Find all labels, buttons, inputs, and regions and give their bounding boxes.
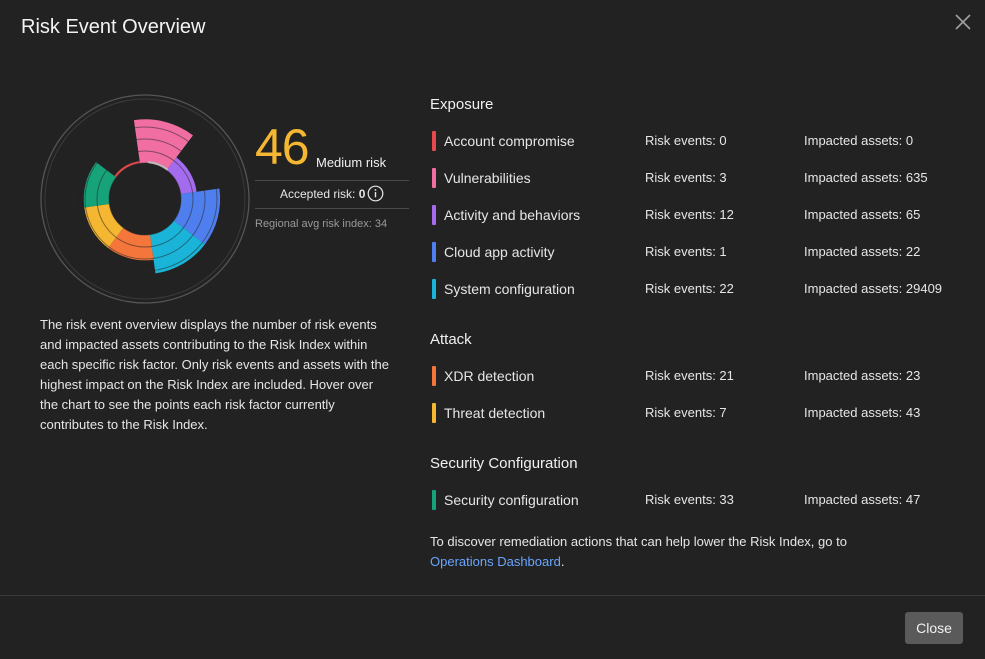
- guide-circle: [72, 126, 218, 272]
- risk-events-count: Risk events: 21: [645, 368, 734, 383]
- dialog-title: Risk Event Overview: [21, 16, 206, 38]
- close-button[interactable]: Close: [905, 612, 963, 644]
- risk-level-label: Medium risk: [316, 155, 387, 170]
- regional-average: Regional avg risk index: 34: [255, 218, 388, 230]
- impacted-assets-count: Impacted assets: 635: [804, 170, 928, 185]
- risk-factor-row: Account compromise Risk events: 0 Impact…: [432, 131, 972, 151]
- risk-polar-chart[interactable]: [36, 90, 254, 308]
- risk-factor-row: Vulnerabilities Risk events: 3 Impacted …: [432, 168, 972, 188]
- risk-events-count: Risk events: 0: [645, 133, 727, 148]
- risk-events-count: Risk events: 3: [645, 170, 727, 185]
- operations-dashboard-link[interactable]: Operations Dashboard: [430, 554, 561, 569]
- accepted-risk: Accepted risk: 0: [280, 187, 365, 201]
- accepted-risk-label: Accepted risk:: [280, 187, 359, 201]
- impacted-assets-count: Impacted assets: 65: [804, 207, 921, 222]
- impacted-assets-count: Impacted assets: 0: [804, 133, 914, 148]
- color-bar: [432, 131, 436, 151]
- chart-description: The risk event overview displays the num…: [40, 317, 389, 432]
- risk-polar-svg[interactable]: [36, 90, 254, 308]
- section-title-security-configuration: Security Configuration: [430, 455, 578, 472]
- risk-factor-name: XDR detection: [444, 368, 535, 384]
- accepted-risk-value: 0: [358, 187, 366, 201]
- chart-segment-activity-and-behaviors[interactable]: [166, 157, 197, 194]
- risk-factor-name: Security configuration: [444, 492, 579, 508]
- chart-segment-security-configuration[interactable]: [83, 162, 117, 208]
- outer-ring: [40, 94, 250, 304]
- remediation-suffix: .: [560, 554, 565, 569]
- chart-segment-threat-detection[interactable]: [84, 204, 124, 248]
- outer-ring-inner: [44, 98, 246, 300]
- risk-events-count: Risk events: 22: [645, 281, 734, 296]
- impacted-assets-count: Impacted assets: 29409: [804, 281, 943, 296]
- impacted-assets-count: Impacted assets: 47: [804, 492, 921, 507]
- risk-factor-row: XDR detection Risk events: 21 Impacted a…: [432, 366, 972, 386]
- risk-factor-name: Activity and behaviors: [444, 207, 581, 223]
- risk-factor-name: System configuration: [444, 281, 575, 297]
- guide-circle: [84, 138, 206, 260]
- remediation-sentence: To discover remediation actions that can…: [430, 534, 847, 549]
- chart-segment-xdr-detection[interactable]: [108, 227, 154, 261]
- risk-events-count: Risk events: 12: [645, 207, 734, 222]
- chart-segment-vulnerabilities[interactable]: [133, 119, 193, 171]
- risk-factor-row: Cloud app activity Risk events: 1 Impact…: [432, 242, 972, 262]
- color-bar: [432, 490, 436, 510]
- info-icon[interactable]: [367, 185, 384, 202]
- impacted-assets-count: Impacted assets: 23: [804, 368, 921, 383]
- risk-events-count: Risk events: 7: [645, 405, 727, 420]
- risk-factor-row: System configuration Risk events: 22 Imp…: [432, 279, 972, 299]
- risk-factor-name: Cloud app activity: [444, 244, 555, 260]
- guide-circle: [96, 150, 194, 248]
- color-bar: [432, 168, 436, 188]
- risk-events-count: Risk events: 1: [645, 244, 727, 259]
- score-divider: [255, 180, 409, 181]
- color-bar: [432, 366, 436, 386]
- risk-score-value: 46: [255, 119, 310, 175]
- risk-factor-row: Activity and behaviors Risk events: 12 I…: [432, 205, 972, 225]
- score-divider-2: [255, 208, 409, 209]
- close-icon[interactable]: [953, 12, 973, 32]
- risk-factor-row: Threat detection Risk events: 7 Impacted…: [432, 403, 972, 423]
- color-bar: [432, 403, 436, 423]
- section-title-exposure: Exposure: [430, 96, 494, 113]
- remediation-text: To discover remediation actions that can…: [430, 532, 950, 572]
- account-compromise-arc: [148, 161, 169, 171]
- risk-factor-row: Security configuration Risk events: 33 I…: [432, 490, 972, 510]
- color-bar: [432, 279, 436, 299]
- chart-segment-cloud-app-activity[interactable]: [173, 188, 221, 245]
- risk-factor-name: Vulnerabilities: [444, 170, 531, 186]
- footer-divider: [0, 595, 985, 596]
- risk-factor-name: Threat detection: [444, 405, 546, 421]
- color-bar: [432, 205, 436, 225]
- chart-segment-system-configuration[interactable]: [150, 220, 205, 274]
- impacted-assets-count: Impacted assets: 43: [804, 405, 921, 420]
- guide-circle: [108, 162, 182, 236]
- risk-events-count: Risk events: 33: [645, 492, 734, 507]
- chart-hole: [110, 164, 180, 234]
- risk-factor-name: Account compromise: [444, 133, 575, 149]
- color-bar: [432, 242, 436, 262]
- impacted-assets-count: Impacted assets: 22: [804, 244, 921, 259]
- section-title-attack: Attack: [430, 331, 472, 348]
